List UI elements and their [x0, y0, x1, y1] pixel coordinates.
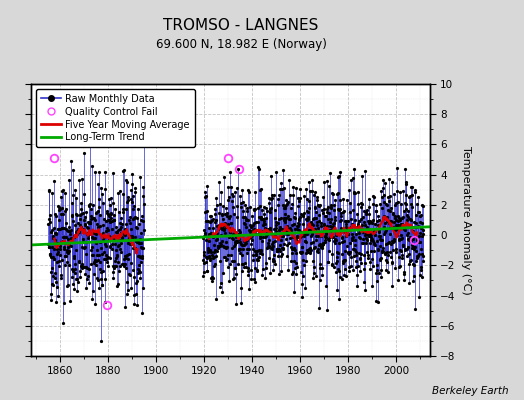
Text: TROMSO - LANGNES: TROMSO - LANGNES — [163, 18, 319, 33]
Legend: Raw Monthly Data, Quality Control Fail, Five Year Moving Average, Long-Term Tren: Raw Monthly Data, Quality Control Fail, … — [36, 89, 195, 147]
Text: 69.600 N, 18.982 E (Norway): 69.600 N, 18.982 E (Norway) — [156, 38, 326, 51]
Text: Berkeley Earth: Berkeley Earth — [432, 386, 508, 396]
Y-axis label: Temperature Anomaly (°C): Temperature Anomaly (°C) — [461, 146, 471, 294]
